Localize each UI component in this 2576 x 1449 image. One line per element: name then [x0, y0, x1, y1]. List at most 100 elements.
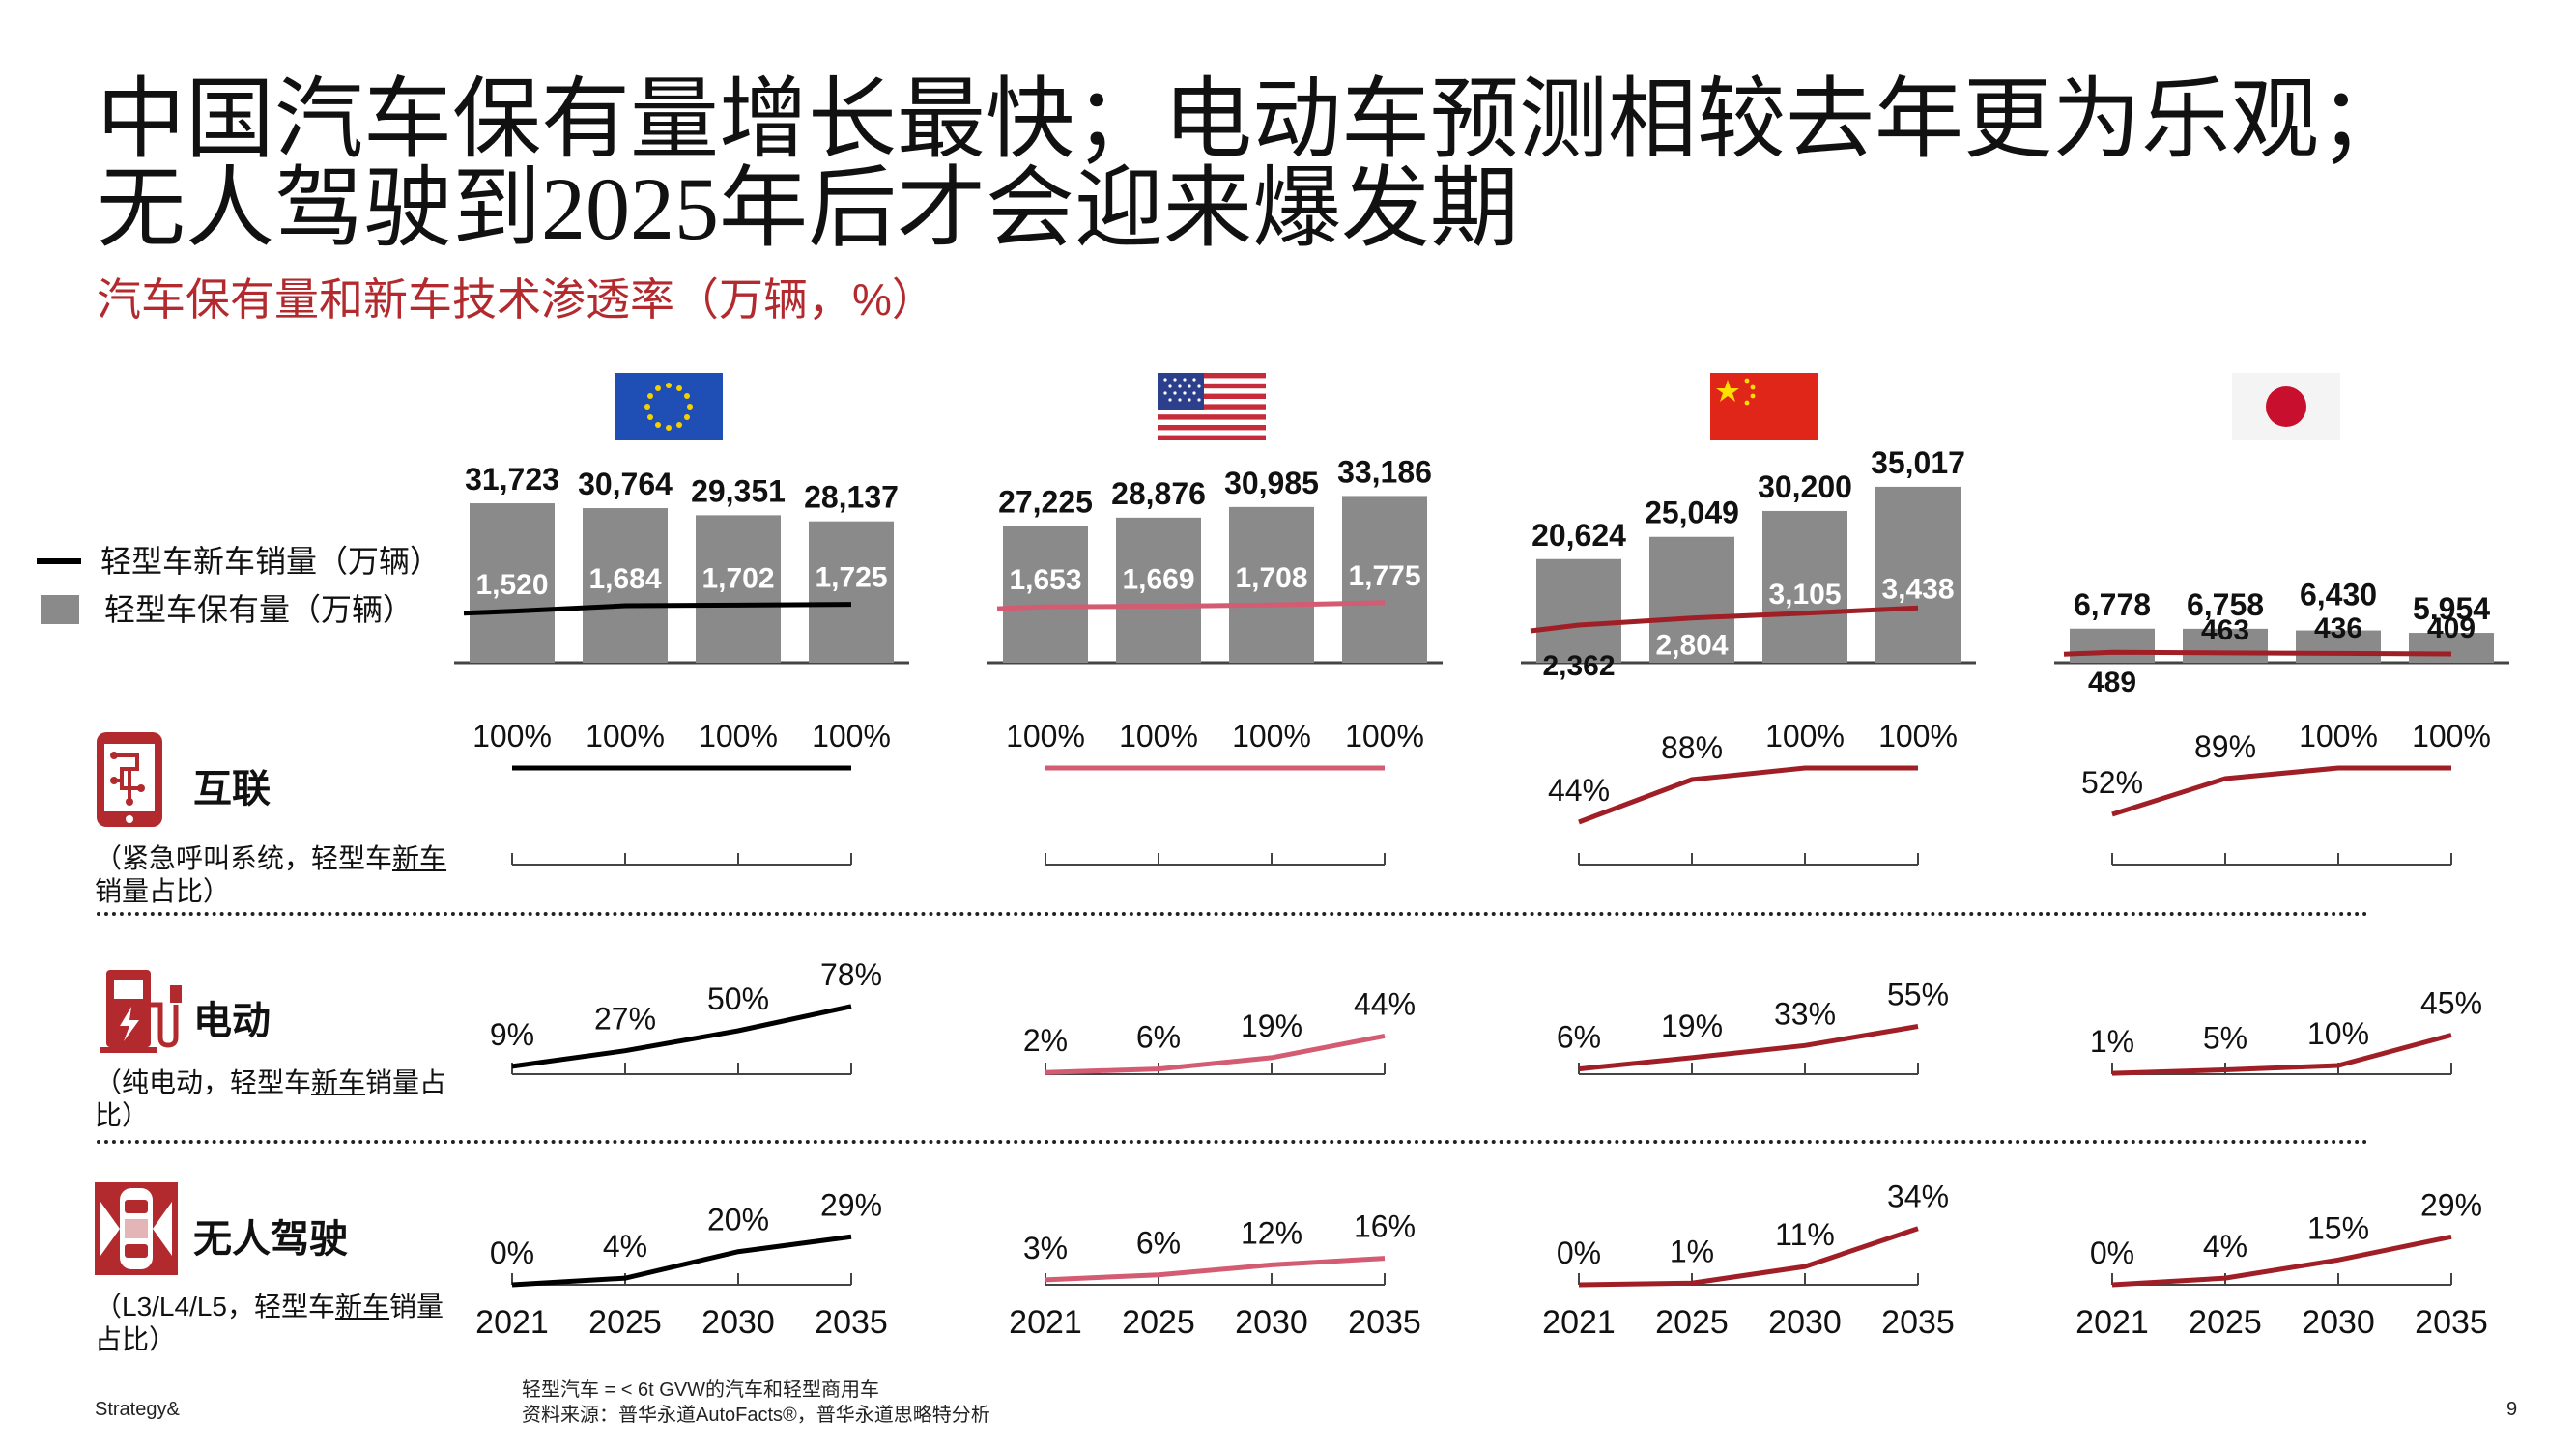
stock-value-label: 5,954: [2413, 591, 2490, 626]
stock-value-label: 28,876: [1111, 476, 1206, 511]
chart-legend: 轻型车新车销量（万辆） 轻型车保有量（万辆）: [37, 537, 441, 634]
percent-label: 0%: [2090, 1236, 2134, 1270]
percent-label: 33%: [1774, 996, 1836, 1031]
trend-line: [1578, 1226, 1919, 1288]
row-desc-b: 销量占比）: [95, 876, 231, 906]
percent-label: 100%: [1232, 719, 1311, 753]
trend-line: [511, 1234, 852, 1288]
percent-label: 16%: [1354, 1209, 1416, 1244]
percent-label: 52%: [2081, 765, 2143, 800]
stock-bar: [1116, 517, 1201, 663]
percent-label: 100%: [1765, 719, 1845, 753]
stock-value-label: 29,351: [691, 473, 786, 508]
legend-stock: 轻型车保有量（万辆）: [37, 585, 441, 634]
percent-label: 89%: [2194, 729, 2256, 764]
percent-label: 29%: [2420, 1187, 2482, 1222]
percent-label: 100%: [699, 719, 778, 753]
percent-label: 6%: [1136, 1020, 1181, 1055]
sales-value-label: 2,804: [1655, 630, 1728, 662]
percent-label: 10%: [2307, 1016, 2369, 1051]
row-desc-electric: （纯电动，轻型车新车销量占比）: [95, 1066, 462, 1132]
stock-value-label: 25,049: [1645, 496, 1739, 530]
year-tick-label: 2035: [1881, 1304, 1955, 1341]
legend-stock-label: 轻型车保有量（万辆）: [104, 592, 415, 627]
sales-value-label: 1,725: [815, 562, 887, 594]
sales-value-label: 1,775: [1348, 560, 1420, 592]
stock-bar: [2070, 628, 2155, 663]
page-title: 中国汽车保有量增长最快；电动车预测相较去年更为乐观；无人驾驶到2025年后才会迎…: [97, 71, 2409, 258]
stock-value-label: 6,758: [2187, 587, 2264, 622]
year-tick-label: 2030: [701, 1304, 775, 1341]
stock-bar: [1342, 496, 1427, 663]
row-title-autonomous: 无人驾驶: [193, 1218, 348, 1261]
stock-value-label: 30,200: [1758, 469, 1852, 504]
trend-line: [1578, 765, 1918, 825]
us-flag-icon: [1158, 373, 1266, 440]
sales-value-label: 436: [2314, 612, 2362, 644]
percent-label: 1%: [2090, 1024, 2134, 1059]
year-tick-label: 2035: [2415, 1304, 2488, 1341]
stock-value-label: 6,430: [2300, 578, 2377, 612]
percent-label: 9%: [490, 1017, 534, 1052]
row-desc-underlined: 新车: [311, 1067, 366, 1097]
percent-label: 55%: [1887, 978, 1949, 1012]
percent-label: 2%: [1023, 1023, 1068, 1058]
row-desc-a: （L3/L4/L5，轻型车: [95, 1292, 335, 1321]
percent-label: 100%: [586, 719, 665, 753]
sales-value-label: 3,105: [1768, 579, 1841, 611]
percent-label: 6%: [1136, 1226, 1181, 1261]
percent-label: 100%: [1119, 719, 1198, 753]
stock-bar: [1229, 506, 1314, 663]
percent-label: 34%: [1887, 1179, 1949, 1214]
sales-value-label: 489: [2088, 667, 2136, 698]
year-tick-label: 2025: [588, 1304, 662, 1341]
sales-value-label: 3,438: [1881, 573, 1954, 605]
trend-line: [1578, 1024, 1919, 1072]
row-desc-b: 销量占比）: [95, 1067, 447, 1130]
percent-label: 4%: [603, 1229, 647, 1264]
row-desc-autonomous: （L3/L4/L5，轻型车新车销量占比）: [95, 1291, 462, 1356]
stock-bar: [809, 521, 894, 663]
percent-label: 5%: [2203, 1021, 2247, 1056]
percent-label: 29%: [820, 1187, 882, 1222]
percent-label: 100%: [1878, 719, 1958, 753]
row-divider: [97, 912, 2369, 916]
legend-line-swatch: [37, 558, 81, 564]
percent-label: 19%: [1241, 1009, 1302, 1043]
stock-value-label: 20,624: [1531, 518, 1626, 553]
eu-flag-icon: [615, 373, 723, 440]
autonomous-car-icon: [95, 1182, 178, 1275]
percent-label: 20%: [707, 1203, 769, 1237]
percent-label: 100%: [2299, 719, 2378, 753]
stock-value-label: 35,017: [1871, 445, 1965, 480]
year-tick-label: 2030: [2302, 1304, 2375, 1341]
percent-label: 100%: [812, 719, 891, 753]
footer-note-definition: 轻型汽车 = < 6t GVW的汽车和轻型商用车: [522, 1379, 880, 1401]
trend-line: [2111, 1033, 2452, 1076]
sales-value-label: 1,708: [1235, 562, 1307, 594]
row-desc-a: （紧急呼叫系统，轻型车: [95, 843, 393, 873]
stock-bar: [2409, 633, 2494, 663]
stock-value-label: 27,225: [998, 484, 1093, 519]
stock-bar: [696, 515, 781, 663]
sales-value-label: 1,702: [701, 562, 774, 594]
footer-brand: Strategy&: [95, 1399, 180, 1420]
trend-line: [1045, 1033, 1386, 1075]
percent-label: 88%: [1661, 730, 1723, 765]
jp-flag-icon: [2232, 373, 2340, 440]
percent-label: 11%: [1775, 1217, 1835, 1252]
legend-bar-swatch: [41, 595, 79, 624]
year-tick-label: 2021: [1009, 1304, 1082, 1341]
ev-charger-icon: [100, 970, 182, 1053]
row-title-connected: 互联: [193, 768, 271, 810]
year-tick-label: 2025: [2189, 1304, 2262, 1341]
trend-line: [2111, 1234, 2452, 1288]
percent-label: 100%: [1006, 719, 1085, 753]
percent-label: 44%: [1548, 773, 1610, 808]
trend-line: [1045, 1256, 1386, 1283]
stock-bar: [1762, 510, 1847, 663]
percent-label: 44%: [1354, 986, 1416, 1021]
sales-line: [463, 602, 852, 616]
percent-label: 0%: [490, 1236, 534, 1270]
